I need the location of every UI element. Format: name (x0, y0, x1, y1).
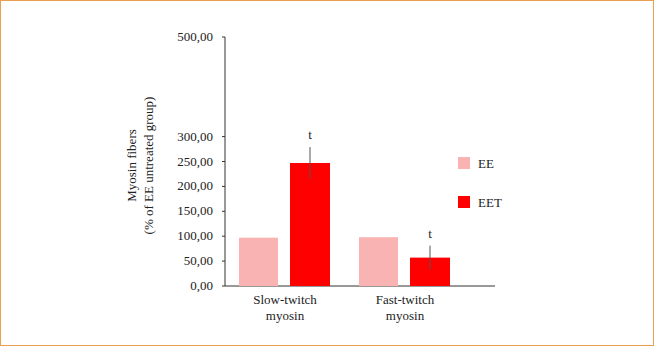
y-axis-label: Myosin fibers (124, 129, 139, 202)
y-tick (222, 211, 225, 212)
bar (239, 238, 278, 286)
y-tick-label: 250,00 (177, 154, 213, 169)
y-tick-label: 150,00 (177, 203, 213, 218)
error-bar (310, 147, 311, 179)
y-tick-label: 0,00 (190, 278, 213, 293)
legend-label: EET (478, 195, 502, 210)
x-tick-label: Slow-twitchmyosin (253, 292, 317, 323)
y-tick (222, 161, 225, 162)
chart: 0,00 50,00 100,00 150,00 200,00 250,00 300,00 5… (0, 0, 654, 346)
bar (359, 237, 398, 286)
y-axis-label: (% of EE untreated group) (141, 97, 156, 235)
y-tick-label: 200,00 (177, 178, 213, 193)
frame (1, 1, 654, 346)
legend-swatch (458, 157, 470, 169)
error-bar (430, 246, 431, 270)
y-tick (222, 186, 225, 187)
y-tick-label: 100,00 (177, 228, 213, 243)
y-tick (222, 286, 225, 287)
y-tick (222, 37, 225, 38)
y-tick (222, 136, 225, 137)
y-tick (222, 261, 225, 262)
y-tick-label: 500,00 (177, 29, 213, 44)
bar (290, 163, 330, 286)
legend-swatch (458, 196, 470, 208)
annotation: t (428, 226, 432, 241)
y-tick-label: 300,00 (177, 129, 213, 144)
y-tick-label: 50,00 (184, 253, 213, 268)
legend-label: EE (478, 156, 494, 171)
x-tick-label: Fast-twitchmyosin (376, 292, 435, 323)
bars (239, 147, 450, 286)
annotation: t (308, 127, 312, 142)
y-tick (222, 236, 225, 237)
